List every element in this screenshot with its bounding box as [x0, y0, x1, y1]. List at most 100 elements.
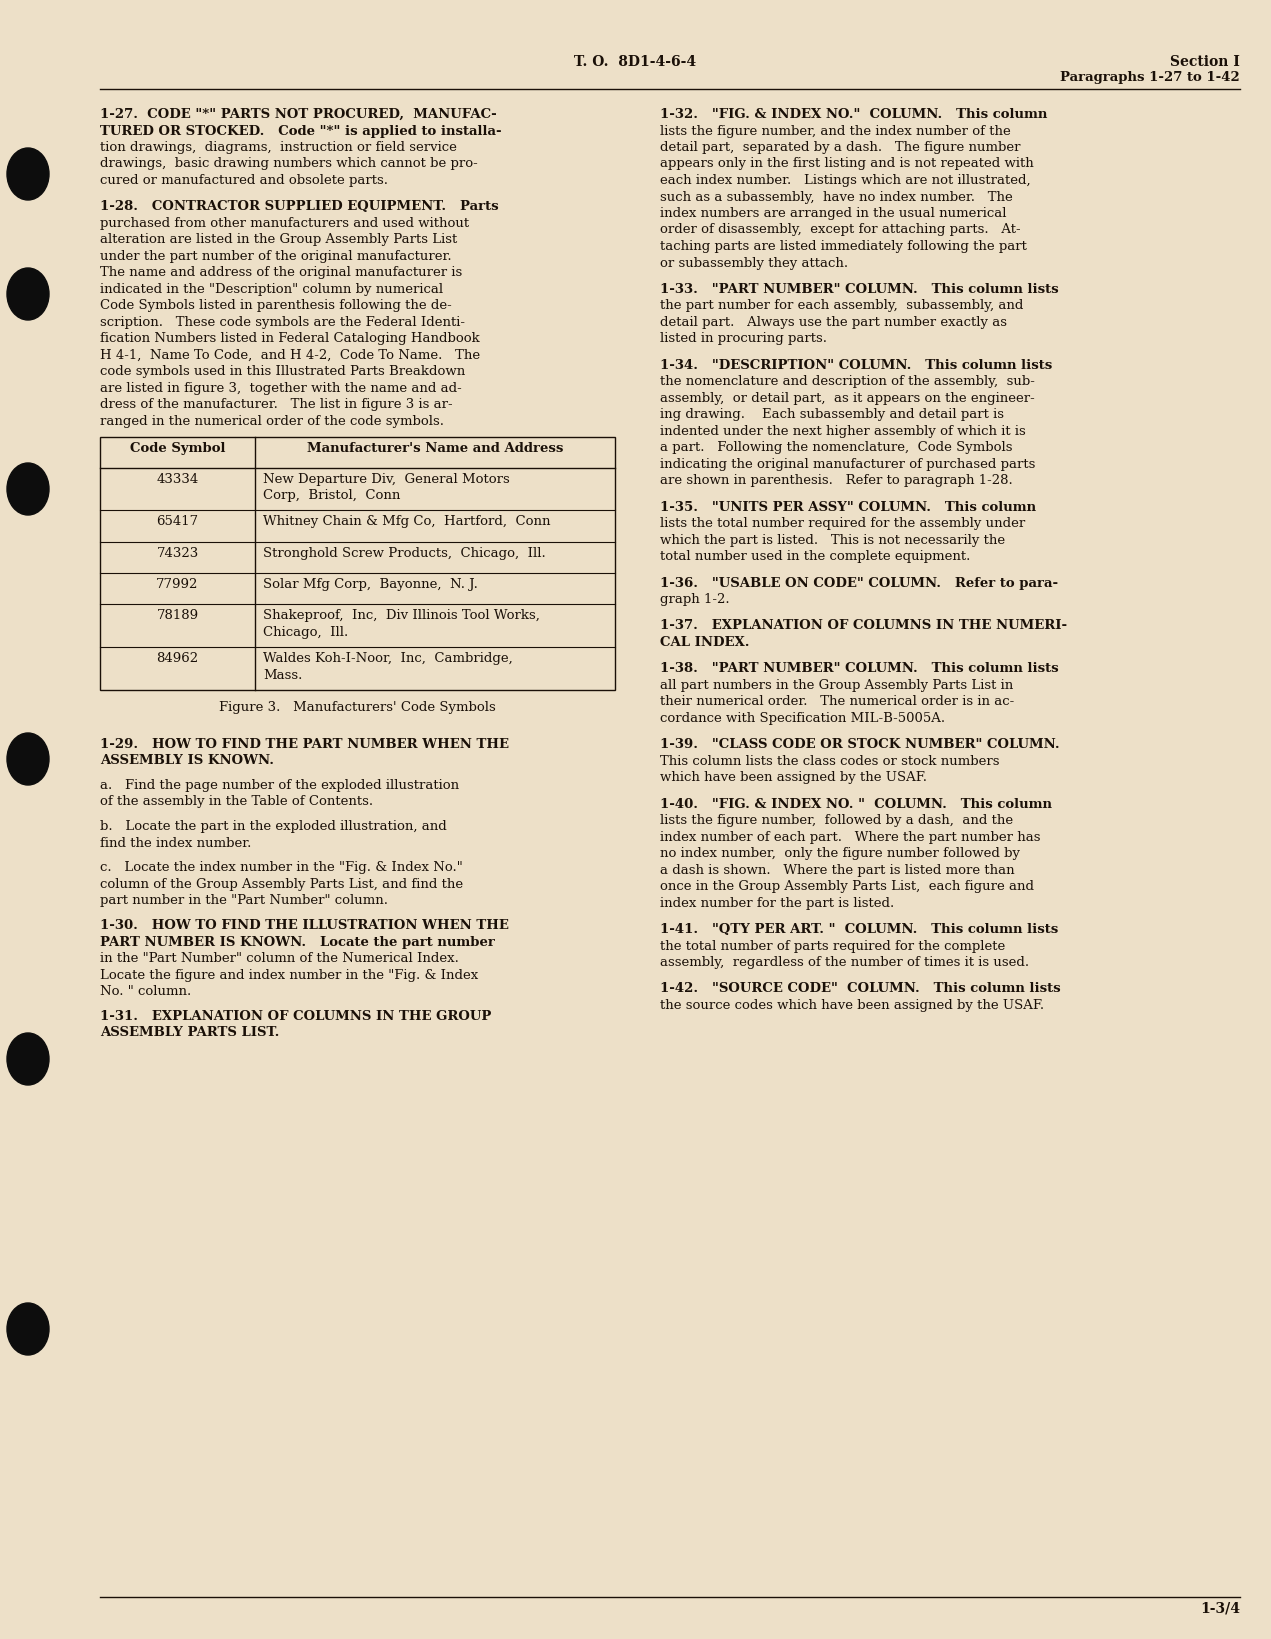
Text: indicated in the "Description" column by numerical: indicated in the "Description" column by…: [100, 282, 444, 295]
Text: order of disassembly,  except for attaching parts.   At-: order of disassembly, except for attachi…: [660, 223, 1021, 236]
Text: indented under the next higher assembly of which it is: indented under the next higher assembly …: [660, 425, 1026, 438]
Text: indicating the original manufacturer of purchased parts: indicating the original manufacturer of …: [660, 457, 1036, 470]
Text: once in the Group Assembly Parts List,  each figure and: once in the Group Assembly Parts List, e…: [660, 880, 1035, 893]
Text: alteration are listed in the Group Assembly Parts List: alteration are listed in the Group Assem…: [100, 233, 458, 246]
Text: column of the Group Assembly Parts List, and find the: column of the Group Assembly Parts List,…: [100, 877, 463, 890]
Text: the source codes which have been assigned by the USAF.: the source codes which have been assigne…: [660, 998, 1043, 1011]
Text: Mass.: Mass.: [263, 669, 302, 682]
Text: 1-38.   "PART NUMBER" COLUMN.   This column lists: 1-38. "PART NUMBER" COLUMN. This column …: [660, 662, 1059, 675]
Text: assembly,  regardless of the number of times it is used.: assembly, regardless of the number of ti…: [660, 956, 1030, 969]
Text: all part numbers in the Group Assembly Parts List in: all part numbers in the Group Assembly P…: [660, 679, 1013, 692]
Text: part number in the "Part Number" column.: part number in the "Part Number" column.: [100, 893, 388, 906]
Text: detail part.   Always use the part number exactly as: detail part. Always use the part number …: [660, 316, 1007, 329]
Text: 43334: 43334: [156, 472, 198, 485]
Text: graph 1-2.: graph 1-2.: [660, 593, 730, 606]
Text: Stronghold Screw Products,  Chicago,  Ill.: Stronghold Screw Products, Chicago, Ill.: [263, 546, 545, 559]
Ellipse shape: [8, 1033, 50, 1085]
Text: 1-34.   "DESCRIPTION" COLUMN.   This column lists: 1-34. "DESCRIPTION" COLUMN. This column …: [660, 359, 1052, 372]
Text: Waldes Koh-I-Noor,  Inc,  Cambridge,: Waldes Koh-I-Noor, Inc, Cambridge,: [263, 652, 512, 665]
Ellipse shape: [8, 734, 50, 785]
Text: 1-3/4: 1-3/4: [1200, 1601, 1240, 1614]
Text: PART NUMBER IS KNOWN.   Locate the part number: PART NUMBER IS KNOWN. Locate the part nu…: [100, 934, 494, 947]
Text: New Departure Div,  General Motors: New Departure Div, General Motors: [263, 472, 510, 485]
Text: ranged in the numerical order of the code symbols.: ranged in the numerical order of the cod…: [100, 415, 444, 428]
Text: the total number of parts required for the complete: the total number of parts required for t…: [660, 939, 1005, 952]
Text: 1-41.   "QTY PER ART. "  COLUMN.   This column lists: 1-41. "QTY PER ART. " COLUMN. This colum…: [660, 923, 1059, 936]
Text: Manufacturer's Name and Address: Manufacturer's Name and Address: [306, 443, 563, 454]
Text: under the part number of the original manufacturer.: under the part number of the original ma…: [100, 249, 451, 262]
Text: appears only in the first listing and is not repeated with: appears only in the first listing and is…: [660, 157, 1033, 170]
Text: CAL INDEX.: CAL INDEX.: [660, 636, 750, 649]
Text: detail part,  separated by a dash.   The figure number: detail part, separated by a dash. The fi…: [660, 141, 1021, 154]
Text: of the assembly in the Table of Contents.: of the assembly in the Table of Contents…: [100, 795, 374, 808]
Text: 1-40.   "FIG. & INDEX NO. "  COLUMN.   This column: 1-40. "FIG. & INDEX NO. " COLUMN. This c…: [660, 797, 1052, 810]
Text: fication Numbers listed in Federal Cataloging Handbook: fication Numbers listed in Federal Catal…: [100, 333, 479, 346]
Text: are shown in parenthesis.   Refer to paragraph 1-28.: are shown in parenthesis. Refer to parag…: [660, 474, 1013, 487]
Text: This column lists the class codes or stock numbers: This column lists the class codes or sto…: [660, 754, 999, 767]
Text: 1-27.  CODE "*" PARTS NOT PROCURED,  MANUFAC-: 1-27. CODE "*" PARTS NOT PROCURED, MANUF…: [100, 108, 497, 121]
Text: 1-30.   HOW TO FIND THE ILLUSTRATION WHEN THE: 1-30. HOW TO FIND THE ILLUSTRATION WHEN …: [100, 918, 508, 931]
Text: 1-37.   EXPLANATION OF COLUMNS IN THE NUMERI-: 1-37. EXPLANATION OF COLUMNS IN THE NUME…: [660, 620, 1068, 633]
Text: b.   Locate the part in the exploded illustration, and: b. Locate the part in the exploded illus…: [100, 820, 446, 833]
Text: 84962: 84962: [156, 652, 198, 665]
Text: H 4-1,  Name To Code,  and H 4-2,  Code To Name.   The: H 4-1, Name To Code, and H 4-2, Code To …: [100, 349, 480, 362]
Text: cured or manufactured and obsolete parts.: cured or manufactured and obsolete parts…: [100, 174, 388, 187]
Ellipse shape: [8, 269, 50, 321]
Text: such as a subassembly,  have no index number.   The: such as a subassembly, have no index num…: [660, 190, 1013, 203]
Text: Chicago,  Ill.: Chicago, Ill.: [263, 626, 348, 639]
Text: 74323: 74323: [156, 546, 198, 559]
Text: each index number.   Listings which are not illustrated,: each index number. Listings which are no…: [660, 174, 1031, 187]
Text: ASSEMBLY IS KNOWN.: ASSEMBLY IS KNOWN.: [100, 754, 275, 767]
Ellipse shape: [8, 1303, 50, 1355]
Text: in the "Part Number" column of the Numerical Index.: in the "Part Number" column of the Numer…: [100, 952, 459, 964]
Text: Code Symbol: Code Symbol: [130, 443, 225, 454]
Text: no index number,  only the figure number followed by: no index number, only the figure number …: [660, 847, 1021, 860]
Text: the part number for each assembly,  subassembly, and: the part number for each assembly, subas…: [660, 300, 1023, 311]
Text: purchased from other manufacturers and used without: purchased from other manufacturers and u…: [100, 216, 469, 229]
Text: dress of the manufacturer.   The list in figure 3 is ar-: dress of the manufacturer. The list in f…: [100, 398, 452, 411]
Text: total number used in the complete equipment.: total number used in the complete equipm…: [660, 549, 970, 562]
Text: their numerical order.   The numerical order is in ac-: their numerical order. The numerical ord…: [660, 695, 1014, 708]
Text: 65417: 65417: [156, 515, 198, 528]
Text: Locate the figure and index number in the "Fig. & Index: Locate the figure and index number in th…: [100, 969, 478, 982]
Text: 77992: 77992: [156, 579, 198, 590]
Text: drawings,  basic drawing numbers which cannot be pro-: drawings, basic drawing numbers which ca…: [100, 157, 478, 170]
Text: tion drawings,  diagrams,  instruction or field service: tion drawings, diagrams, instruction or …: [100, 141, 456, 154]
Text: 1-29.   HOW TO FIND THE PART NUMBER WHEN THE: 1-29. HOW TO FIND THE PART NUMBER WHEN T…: [100, 738, 508, 751]
Text: or subassembly they attach.: or subassembly they attach.: [660, 256, 848, 269]
Text: taching parts are listed immediately following the part: taching parts are listed immediately fol…: [660, 239, 1027, 252]
Text: ASSEMBLY PARTS LIST.: ASSEMBLY PARTS LIST.: [100, 1026, 280, 1039]
Text: 1-33.   "PART NUMBER" COLUMN.   This column lists: 1-33. "PART NUMBER" COLUMN. This column …: [660, 282, 1059, 295]
Text: a part.   Following the nomenclature,  Code Symbols: a part. Following the nomenclature, Code…: [660, 441, 1013, 454]
Text: Shakeproof,  Inc,  Div Illinois Tool Works,: Shakeproof, Inc, Div Illinois Tool Works…: [263, 610, 540, 623]
Text: code symbols used in this Illustrated Parts Breakdown: code symbols used in this Illustrated Pa…: [100, 365, 465, 379]
Text: index numbers are arranged in the usual numerical: index numbers are arranged in the usual …: [660, 207, 1007, 220]
Text: assembly,  or detail part,  as it appears on the engineer-: assembly, or detail part, as it appears …: [660, 392, 1035, 405]
Bar: [100, 438, 615, 692]
Text: which have been assigned by the USAF.: which have been assigned by the USAF.: [660, 770, 927, 783]
Text: index number of each part.   Where the part number has: index number of each part. Where the par…: [660, 831, 1041, 842]
Text: Corp,  Bristol,  Conn: Corp, Bristol, Conn: [263, 488, 400, 502]
Text: cordance with Specification MIL-B-5005A.: cordance with Specification MIL-B-5005A.: [660, 711, 946, 724]
Text: lists the total number required for the assembly under: lists the total number required for the …: [660, 516, 1026, 529]
Text: lists the figure number, and the index number of the: lists the figure number, and the index n…: [660, 125, 1010, 138]
Text: 1-28.   CONTRACTOR SUPPLIED EQUIPMENT.   Parts: 1-28. CONTRACTOR SUPPLIED EQUIPMENT. Par…: [100, 200, 498, 213]
Ellipse shape: [8, 464, 50, 516]
Text: 78189: 78189: [156, 610, 198, 623]
Text: the nomenclature and description of the assembly,  sub-: the nomenclature and description of the …: [660, 375, 1035, 388]
Text: 1-32.   "FIG. & INDEX NO."  COLUMN.   This column: 1-32. "FIG. & INDEX NO." COLUMN. This co…: [660, 108, 1047, 121]
Text: The name and address of the original manufacturer is: The name and address of the original man…: [100, 266, 463, 279]
Text: ing drawing.    Each subassembly and detail part is: ing drawing. Each subassembly and detail…: [660, 408, 1004, 421]
Text: T. O.  8D1-4-6-4: T. O. 8D1-4-6-4: [574, 56, 697, 69]
Text: Code Symbols listed in parenthesis following the de-: Code Symbols listed in parenthesis follo…: [100, 300, 451, 311]
Text: c.   Locate the index number in the "Fig. & Index No.": c. Locate the index number in the "Fig. …: [100, 860, 463, 874]
Text: a dash is shown.   Where the part is listed more than: a dash is shown. Where the part is liste…: [660, 864, 1014, 877]
Text: listed in procuring parts.: listed in procuring parts.: [660, 333, 827, 346]
Text: Section I: Section I: [1171, 56, 1240, 69]
Text: scription.   These code symbols are the Federal Identi-: scription. These code symbols are the Fe…: [100, 316, 465, 329]
Text: Figure 3.   Manufacturers' Code Symbols: Figure 3. Manufacturers' Code Symbols: [219, 701, 496, 715]
Text: which the part is listed.   This is not necessarily the: which the part is listed. This is not ne…: [660, 533, 1005, 546]
Text: a.   Find the page number of the exploded illustration: a. Find the page number of the exploded …: [100, 779, 459, 792]
Text: Whitney Chain & Mfg Co,  Hartford,  Conn: Whitney Chain & Mfg Co, Hartford, Conn: [263, 515, 550, 528]
Text: lists the figure number,  followed by a dash,  and the: lists the figure number, followed by a d…: [660, 813, 1013, 826]
